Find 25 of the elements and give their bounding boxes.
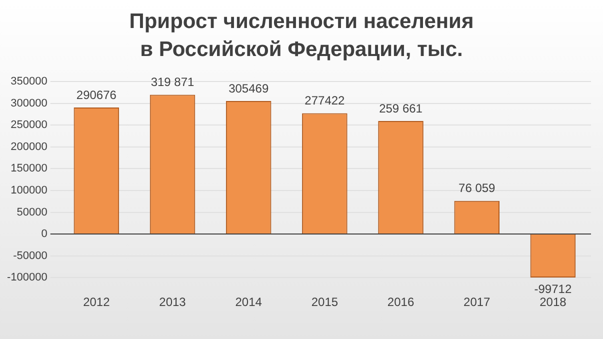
y-tick-label: 300000 [10,97,48,110]
x-tick-label: 2013 [159,295,186,310]
y-tick-label: 50000 [16,206,48,218]
x-tick-label: 2015 [311,295,338,310]
x-tick-label: 2017 [464,295,491,310]
chart-title: Прирост численности населения в Российской Федерации, тыс. [128,9,475,63]
x-tick-label: 2012 [83,295,110,310]
x-tick-label: 2014 [235,295,262,310]
y-tick-label: 200000 [10,140,48,153]
y-tick-label: 150000 [10,162,48,175]
y-tick-label: -50000 [13,250,48,262]
y-tick-label: 100000 [10,184,48,197]
data-label: -99712 [534,282,572,296]
data-label: 319 871 [150,75,195,90]
y-tick-label: 0 [41,228,48,240]
data-label: 305469 [228,81,269,96]
x-tick-label: 2018 [540,295,567,310]
x-tick-label: 2016 [387,295,414,310]
data-label: 259 661 [379,101,423,116]
data-label: 290676 [76,88,117,102]
y-tick-label: 250000 [10,119,48,132]
y-tick-label: -100000 [6,272,48,284]
data-label: 277422 [304,94,346,108]
data-label: 76 059 [458,181,496,196]
y-tick-label: 350000 [10,76,48,88]
